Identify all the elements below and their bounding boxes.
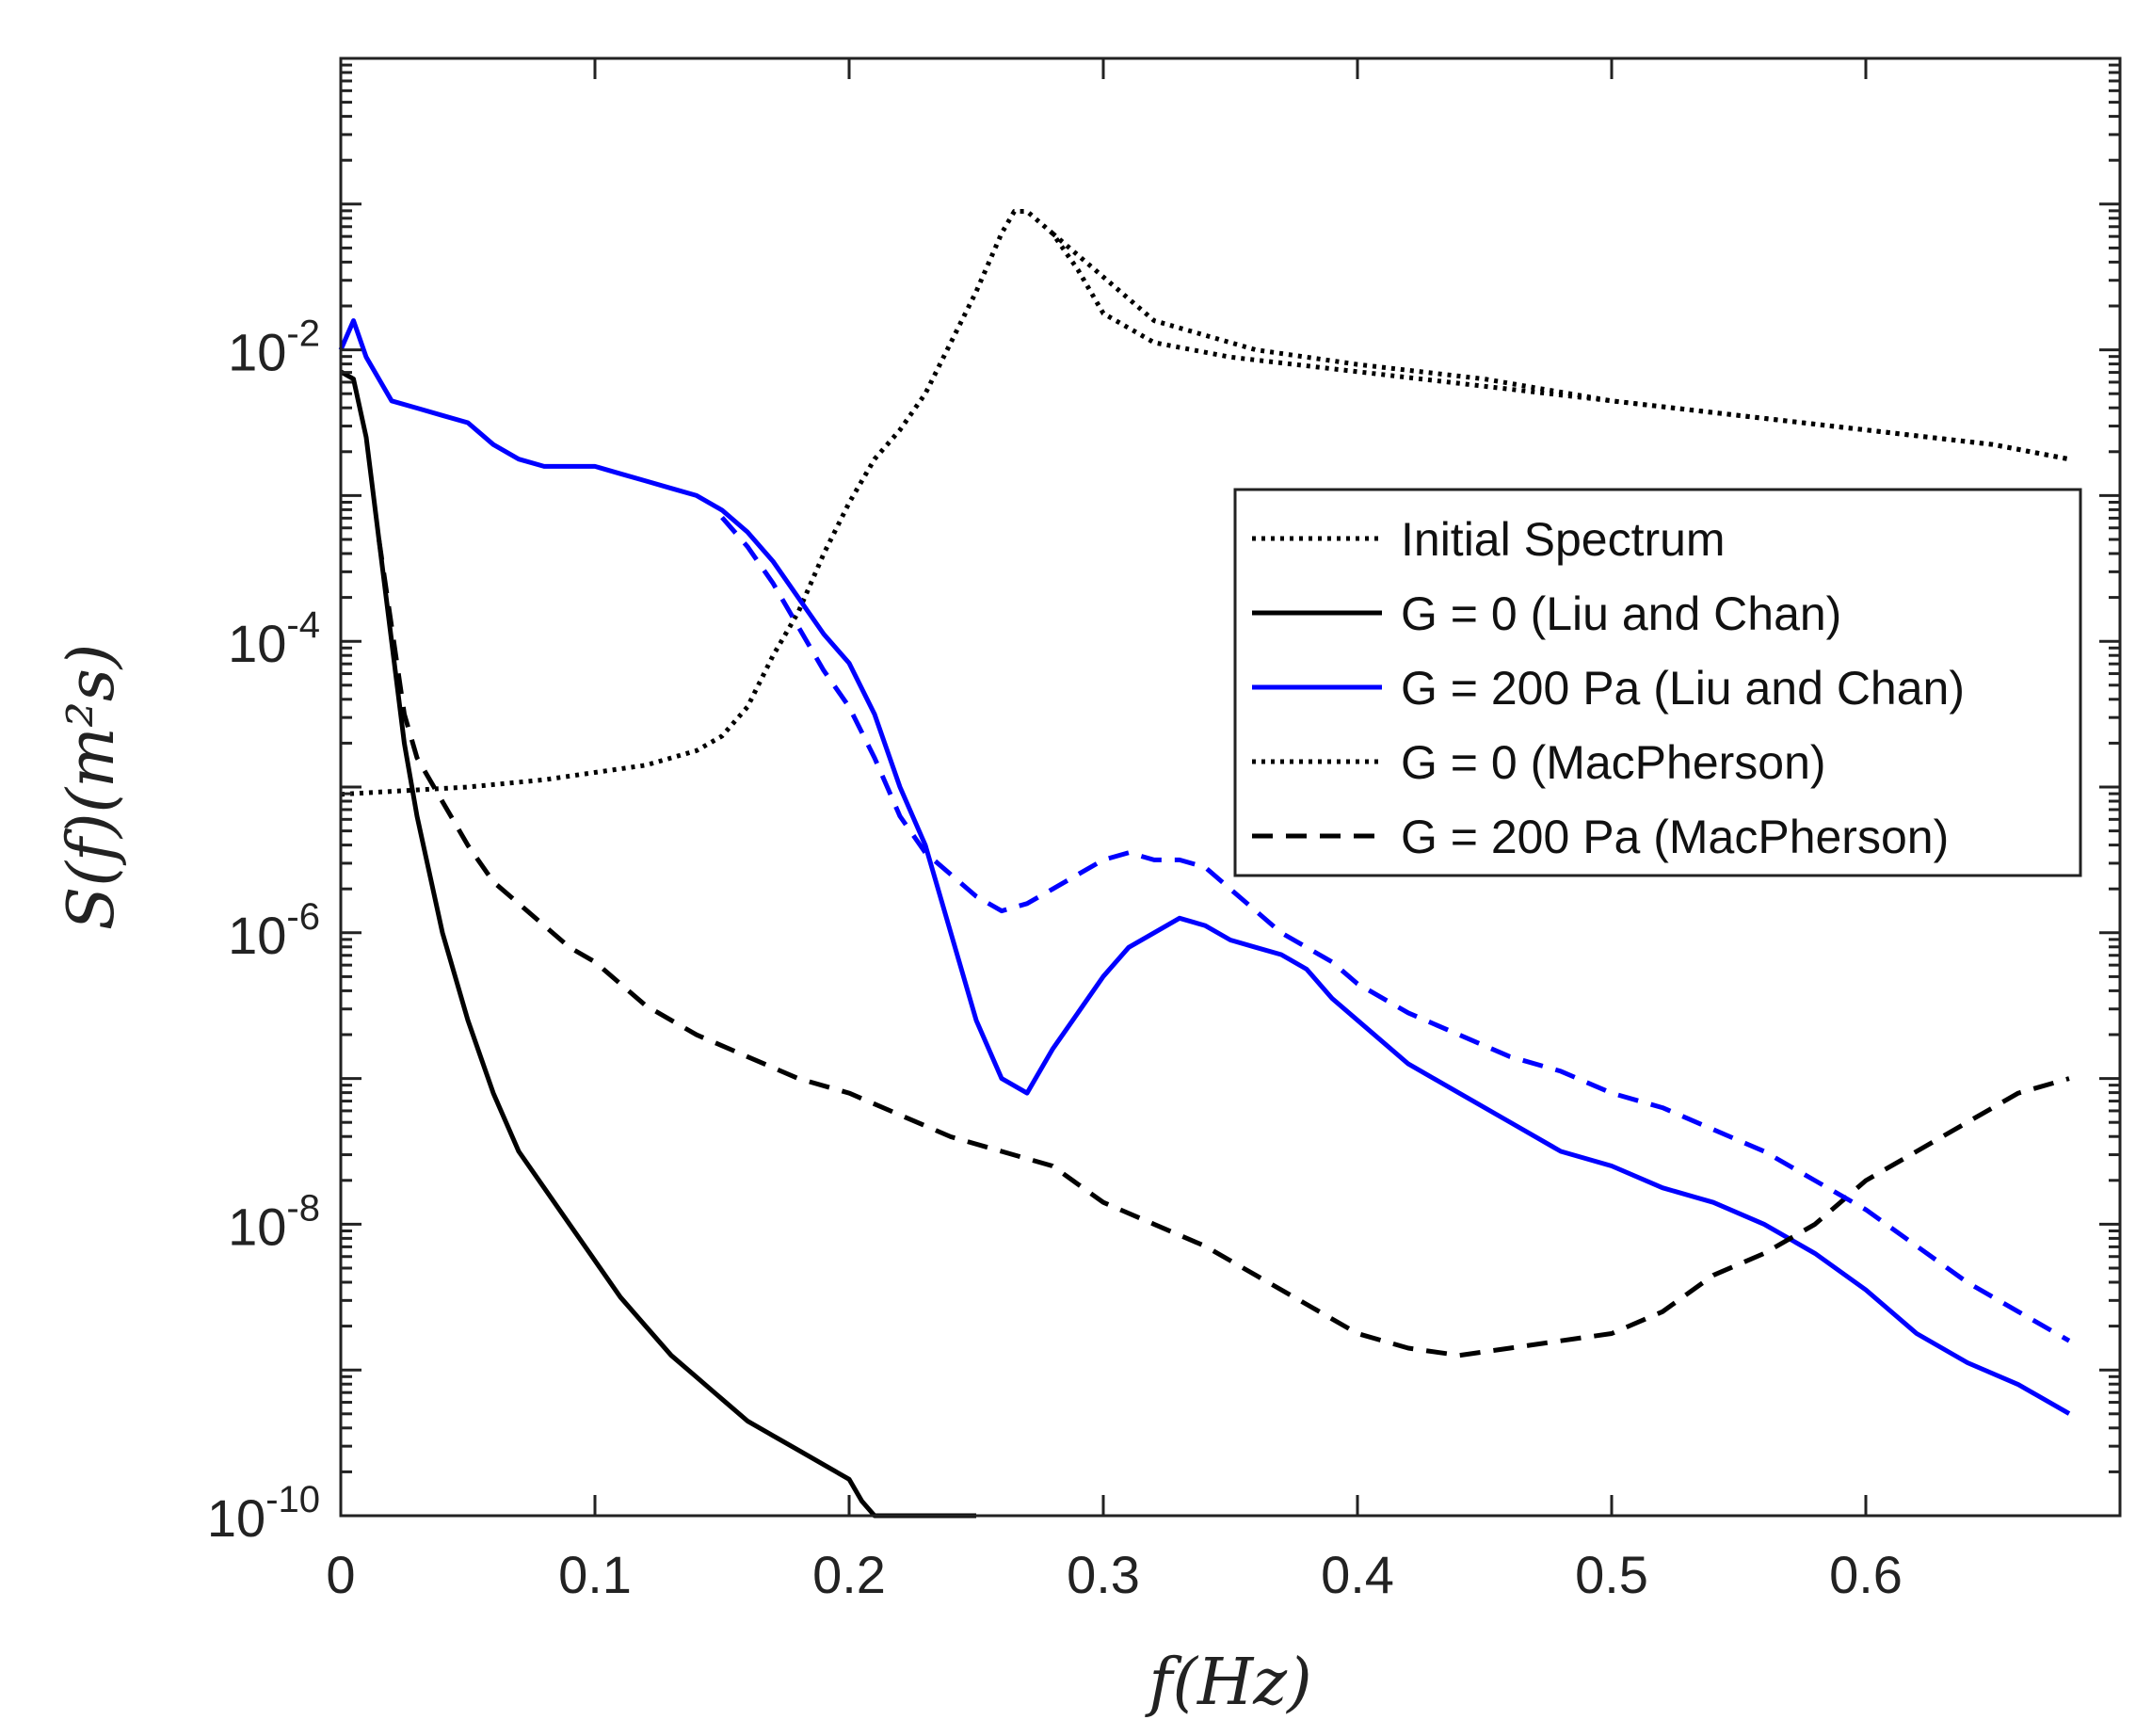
y-axis-label: S(f)(m²s) xyxy=(55,644,129,931)
series-line-1 xyxy=(339,369,976,1519)
tick-labels: 0 0.1 0.2 0.3 0.4 0.5 0.6 10-10 10-8 10-6 10-4 10-2 xyxy=(207,313,1903,1604)
y-tick-label-0: 10-10 xyxy=(207,1479,320,1548)
legend-box xyxy=(1233,488,2082,877)
series-line-2 xyxy=(338,318,2071,1416)
x-tick-label-5: 0.5 xyxy=(1575,1545,1648,1604)
y-tick-label-1: 10-8 xyxy=(228,1187,320,1256)
legend-label-2: G = 200 Pa (Liu and Chan) xyxy=(1401,662,1965,715)
series-line-0 xyxy=(340,209,2070,797)
legend-label-1: G = 0 (Liu and Chan) xyxy=(1401,587,1841,640)
x-tick-label-0: 0 xyxy=(326,1545,355,1604)
series-line-5 xyxy=(720,515,2071,1343)
x-axis-label: f(Hz) xyxy=(1144,1646,1311,1720)
x-tick-label-3: 0.3 xyxy=(1067,1545,1140,1604)
legend-label-3: G = 0 (MacPherson) xyxy=(1401,736,1826,789)
x-tick-label-6: 0.6 xyxy=(1829,1545,1903,1604)
legend-label-4: G = 200 Pa (MacPherson) xyxy=(1401,811,1949,863)
y-tick-label-2: 10-6 xyxy=(228,896,320,965)
x-tick-label-4: 0.4 xyxy=(1321,1545,1394,1604)
plot-frame xyxy=(339,56,2122,1518)
series-line-4 xyxy=(377,538,2070,1358)
y-tick-label-3: 10-4 xyxy=(228,604,320,673)
legend-label-0: Initial Spectrum xyxy=(1401,513,1726,566)
y-tick-label-4: 10-2 xyxy=(228,313,320,382)
x-tick-label-2: 0.2 xyxy=(812,1545,886,1604)
legend: Initial Spectrum G = 0 (Liu and Chan) G = … xyxy=(1233,488,2082,877)
series-layer xyxy=(338,209,2071,1519)
x-tick-label-1: 0.1 xyxy=(558,1545,632,1604)
